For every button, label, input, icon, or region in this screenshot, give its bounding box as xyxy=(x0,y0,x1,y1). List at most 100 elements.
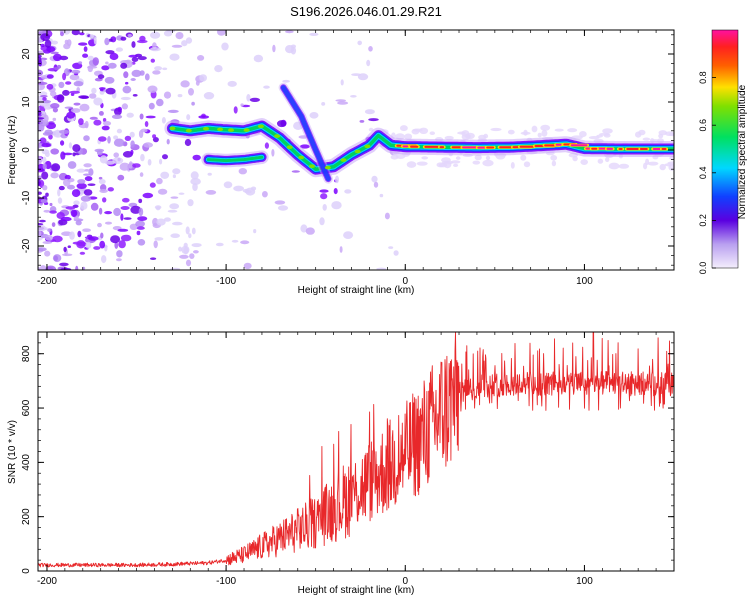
spectrogram-noise-blob xyxy=(93,36,97,45)
spectrogram-noise-blob xyxy=(87,183,96,186)
spectrogram-halo-blob xyxy=(567,128,578,133)
spectrogram-noise-blob xyxy=(130,78,136,81)
spectrogram-noise-blob xyxy=(233,106,238,114)
spectrogram-noise-blob xyxy=(185,37,193,44)
spectrogram-noise-blob xyxy=(69,90,80,94)
spectrogram-green-dot xyxy=(217,127,224,132)
spectrogram-noise-blob xyxy=(191,243,202,248)
spectrogram-noise-blob xyxy=(40,75,48,80)
spectrogram-noise-blob xyxy=(152,70,161,75)
spectrogram-noise-blob xyxy=(45,151,50,158)
spectrogram-halo-blob xyxy=(638,129,646,136)
spectrogram-green-dot xyxy=(228,128,234,132)
spectrogram-noise-blob xyxy=(76,183,87,189)
spectrogram-noise-blob xyxy=(46,83,54,90)
spectrogram-noise-blob xyxy=(149,182,156,188)
spectrogram-noise-blob xyxy=(96,150,103,156)
spectrogram-halo-blob xyxy=(404,133,413,140)
spectrogram-noise-blob xyxy=(58,81,65,89)
spectrogram-noise-blob xyxy=(90,202,99,211)
spectrogram-noise-blob xyxy=(56,212,65,219)
spectrogram-noise-blob xyxy=(359,120,365,123)
spectrogram-noise-blob xyxy=(130,149,134,155)
spectrogram-noise-blob xyxy=(116,250,123,258)
spectrogram-noise-blob xyxy=(117,174,125,181)
spectrogram-noise-blob xyxy=(139,113,144,120)
spectrogram-noise-blob xyxy=(161,117,166,124)
spectrogram-noise-blob xyxy=(73,102,81,106)
spectrogram-noise-blob xyxy=(117,228,129,232)
spectrogram-noise-blob xyxy=(46,74,54,79)
spectrogram-halo-blob xyxy=(421,156,429,160)
spectrogram-noise-blob xyxy=(38,178,41,186)
spectrogram-noise-blob xyxy=(180,80,190,88)
spectrogram-noise-blob xyxy=(98,111,104,116)
spectrogram-noise-blob xyxy=(139,35,146,42)
spectrogram-noise-blob xyxy=(104,244,108,252)
colorbar: 0.0 0.2 0.4 0.6 0.8 Normalized spectral ampl… xyxy=(698,29,748,275)
spectrogram-noise-blob xyxy=(320,193,328,200)
snr-x-label: Height of straight line (km) xyxy=(298,585,415,596)
spectrogram-noise-blob xyxy=(67,245,72,248)
colorbar-tick-label: 0.0 xyxy=(698,262,708,275)
spectrogram-noise-blob xyxy=(57,197,63,204)
spectrogram-halo-blob xyxy=(411,128,420,135)
spectrogram-green-dot xyxy=(354,149,361,154)
spectrogram-noise-blob xyxy=(120,36,127,41)
spectrogram-noise-blob xyxy=(75,265,79,270)
spectrogram-noise-blob xyxy=(137,216,148,222)
spectrogram-noise-blob xyxy=(71,189,81,198)
spectrogram-noise-blob xyxy=(221,42,229,51)
spectrogram-noise-blob xyxy=(58,185,65,191)
spectrogram-noise-blob xyxy=(40,199,48,204)
spectrogram-noise-blob xyxy=(114,241,119,249)
spectrogram-noise-blob xyxy=(113,207,121,217)
spectrogram-noise-blob xyxy=(339,246,343,253)
spectrogram-noise-blob xyxy=(203,92,215,100)
spectrogram-noise-blob xyxy=(42,163,47,170)
spectrogram-halo-blob xyxy=(507,129,515,135)
spectrogram-noise-blob xyxy=(53,53,62,62)
spectrogram-x-axis: -200 -100 0 100 xyxy=(37,30,675,287)
spectrogram-noise-blob xyxy=(38,138,41,144)
spectrogram-noise-blob xyxy=(56,94,65,103)
spectrogram-noise-blob xyxy=(120,234,132,242)
spectrogram-noise-blob xyxy=(300,224,308,233)
colorbar-tick-label: 0.8 xyxy=(698,71,708,84)
spectrogram-noise-blob xyxy=(98,136,107,142)
spectrogram-halo-blob xyxy=(605,157,610,163)
spectrogram-noise-blob xyxy=(105,221,112,225)
spectrogram-noise-blob xyxy=(277,120,287,128)
spectrogram-noise-blob xyxy=(156,98,164,107)
spectrogram-noise-blob xyxy=(93,246,101,250)
spectrogram-noise-blob xyxy=(130,140,135,148)
spectrogram-noise-blob xyxy=(65,206,76,210)
spectrogram-noise-blob xyxy=(175,31,184,40)
spectrogram-halo-blob xyxy=(618,163,630,169)
spectrogram-noise-blob xyxy=(321,102,326,106)
spectrogram-noise-blob xyxy=(197,55,205,61)
snr-x-tick-label: -200 xyxy=(37,576,57,587)
spectrogram-noise-blob xyxy=(309,32,319,37)
spectrogram-noise-blob xyxy=(193,250,199,254)
spectrogram-halo-blob xyxy=(395,153,406,159)
spectrogram-noise-blob xyxy=(285,30,294,34)
spectrogram-noise-blob xyxy=(67,161,77,169)
spectrogram-noise-blob xyxy=(335,99,347,102)
spectrogram-noise-blob xyxy=(167,109,179,113)
spectrogram-noise-blob xyxy=(207,172,212,176)
spectrogram-halo-blob xyxy=(531,125,538,133)
spectrogram-halo-blob xyxy=(474,154,482,161)
spectrogram-noise-blob xyxy=(384,212,390,220)
spectrogram-noise-blob xyxy=(186,114,191,121)
spectrogram-halo-blob xyxy=(596,134,603,138)
spectrogram-noise-blob xyxy=(178,192,185,195)
spectrogram-noise-blob xyxy=(299,144,310,149)
spectrogram-noise-blob xyxy=(140,128,148,133)
spectrogram-noise-blob xyxy=(156,218,166,226)
spectrogram-halo-blob xyxy=(485,155,491,161)
spectrogram-noise-blob xyxy=(99,87,106,90)
spectrogram-noise-blob xyxy=(127,34,132,37)
spectrogram-noise-blob xyxy=(172,168,181,175)
spectrogram-noise-blob xyxy=(42,97,47,101)
